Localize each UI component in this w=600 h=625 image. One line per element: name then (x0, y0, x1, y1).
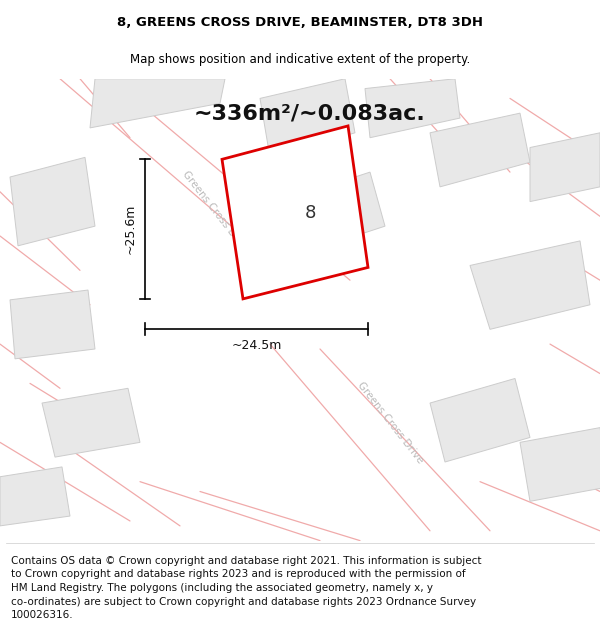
Text: ~25.6m: ~25.6m (124, 204, 137, 254)
Text: Greens Cross Drive: Greens Cross Drive (355, 380, 425, 466)
Polygon shape (260, 79, 355, 158)
Polygon shape (10, 158, 95, 246)
Polygon shape (42, 388, 140, 457)
Text: 8, GREENS CROSS DRIVE, BEAMINSTER, DT8 3DH: 8, GREENS CROSS DRIVE, BEAMINSTER, DT8 3… (117, 16, 483, 29)
Polygon shape (430, 379, 530, 462)
Text: ~24.5m: ~24.5m (232, 339, 281, 352)
Text: 8: 8 (305, 204, 316, 222)
Polygon shape (295, 172, 385, 251)
Polygon shape (470, 241, 590, 329)
Text: Contains OS data © Crown copyright and database right 2021. This information is : Contains OS data © Crown copyright and d… (11, 556, 481, 620)
Polygon shape (430, 113, 530, 187)
Polygon shape (90, 79, 225, 128)
Text: Greens Cross Drive: Greens Cross Drive (180, 169, 250, 254)
Polygon shape (520, 428, 600, 501)
Text: Map shows position and indicative extent of the property.: Map shows position and indicative extent… (130, 52, 470, 66)
Polygon shape (530, 132, 600, 202)
Polygon shape (222, 126, 368, 299)
Polygon shape (10, 290, 95, 359)
Polygon shape (0, 467, 70, 526)
Text: ~336m²/~0.083ac.: ~336m²/~0.083ac. (194, 103, 426, 123)
Polygon shape (365, 79, 460, 138)
